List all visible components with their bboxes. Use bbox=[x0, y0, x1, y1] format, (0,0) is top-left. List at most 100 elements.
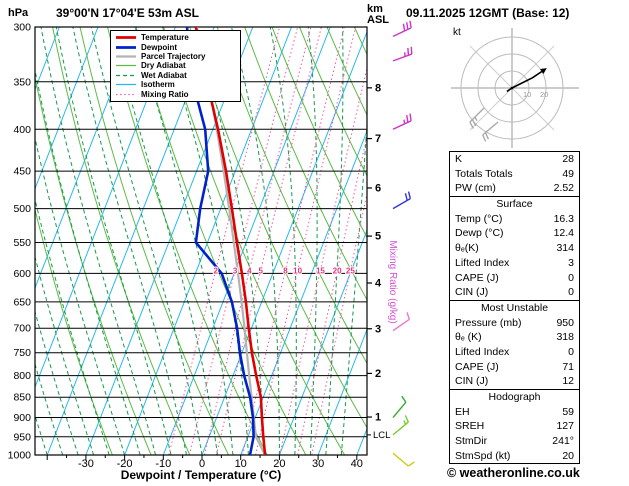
index-label: CIN (J) bbox=[455, 375, 489, 388]
wind-barb bbox=[482, 121, 499, 142]
index-row: Pressure (mb) 950 bbox=[450, 316, 579, 331]
legend-line-sample bbox=[116, 93, 136, 95]
isotherm-line bbox=[201, 30, 367, 455]
indices-section: Hodograph EH 59 SREH 127 StmDir 241° StmSpd (kt… bbox=[450, 389, 579, 463]
index-value: 2.52 bbox=[553, 182, 574, 195]
plot-border bbox=[34, 26, 368, 456]
index-row: CAPE (J) 71 bbox=[450, 360, 579, 375]
km-tick-label: 5 bbox=[375, 231, 381, 243]
x-axis-title: Dewpoint / Temperature (°C) bbox=[120, 468, 282, 482]
temperature-tick-label: 30 bbox=[312, 458, 324, 470]
index-row: Temp (°C) 16.3 bbox=[450, 212, 579, 227]
temperature-tick-label: 0 bbox=[199, 458, 205, 470]
index-label: CIN (J) bbox=[455, 286, 489, 299]
index-label: Totals Totals bbox=[455, 167, 513, 180]
pressure-tick-label: 750 bbox=[13, 347, 31, 359]
hodograph-ring bbox=[460, 36, 564, 140]
km-tick-label: 1 bbox=[375, 412, 381, 424]
km-tick-label: 3 bbox=[375, 323, 381, 335]
wet-adiabat-line bbox=[307, 27, 318, 455]
temperature-tick-label: 10 bbox=[235, 458, 247, 470]
index-row: StmSpd (kt) 20 bbox=[450, 449, 579, 464]
mixing-ratio-axis-label: Mixing Ratio (g/kg) bbox=[387, 240, 398, 323]
isotherm-line bbox=[35, 27, 138, 290]
km-tick-label: 4 bbox=[375, 277, 382, 289]
legend-item-label: Mixing Ratio bbox=[141, 89, 189, 99]
wet-adiabat-line bbox=[72, 27, 187, 455]
wet-adiabat-line bbox=[35, 135, 126, 455]
index-label: PW (cm) bbox=[455, 182, 496, 195]
index-row: StmDir 241° bbox=[450, 434, 579, 449]
wind-barb bbox=[392, 191, 411, 210]
indices-section: K 28 Totals Totals 49 PW (cm) 2.52 bbox=[450, 152, 579, 196]
index-value: 16.3 bbox=[553, 212, 574, 225]
legend-line-sample bbox=[116, 55, 136, 58]
pressure-axis-unit: hPa bbox=[8, 7, 29, 19]
index-label: Temp (°C) bbox=[455, 212, 503, 225]
wind-barb bbox=[469, 107, 485, 129]
hodograph-unit-label: kt bbox=[453, 27, 461, 38]
wind-barb bbox=[392, 395, 407, 418]
wet-adiabat-line bbox=[325, 27, 344, 455]
index-value: 0 bbox=[568, 286, 574, 299]
legend-item-label: Temperature bbox=[141, 33, 189, 43]
hodograph-arrowhead bbox=[540, 68, 547, 74]
index-value: 20 bbox=[562, 449, 574, 462]
index-value: 12.4 bbox=[553, 227, 574, 240]
index-value: 314 bbox=[556, 242, 574, 255]
wind-barb bbox=[392, 46, 413, 62]
indices-section-header: Hodograph bbox=[488, 391, 541, 403]
index-value: 12 bbox=[562, 375, 574, 388]
index-label: Pressure (mb) bbox=[455, 316, 522, 329]
isotherm-line bbox=[162, 27, 331, 455]
temperature-tick-label: -30 bbox=[78, 458, 94, 470]
mixing-ratio-value-label: 8 bbox=[283, 266, 288, 275]
index-label: Lifted Index bbox=[455, 256, 510, 269]
temperature-tick-label: 20 bbox=[273, 458, 285, 470]
pressure-tick-label: 400 bbox=[13, 124, 31, 136]
isotherm-line bbox=[240, 129, 367, 455]
index-label: CAPE (J) bbox=[455, 271, 499, 284]
index-row: CAPE (J) 0 bbox=[450, 271, 579, 286]
lcl-label: LCL bbox=[373, 430, 390, 441]
dewpoint-curve bbox=[185, 27, 255, 455]
index-row: Dewp (°C) 12.4 bbox=[450, 226, 579, 241]
wind-barb bbox=[392, 452, 415, 467]
index-label: StmDir bbox=[455, 435, 488, 448]
mixing-ratio-line bbox=[203, 27, 312, 455]
legend-item: Isotherm bbox=[115, 80, 236, 89]
km-tick-label: 8 bbox=[375, 82, 381, 94]
asl-unit: ASL bbox=[367, 14, 389, 26]
index-row: θₑ(K) 314 bbox=[450, 241, 579, 256]
index-value: 950 bbox=[556, 316, 574, 329]
pressure-tick-label: 850 bbox=[13, 392, 31, 404]
pressure-tick-label: 700 bbox=[13, 323, 31, 335]
index-row: PW (cm) 2.52 bbox=[450, 181, 579, 196]
index-label: Dewp (°C) bbox=[455, 227, 504, 240]
index-label: θₑ(K) bbox=[455, 242, 479, 255]
indices-section: Surface Temp (°C) 16.3 Dewp (°C) 12.4 θₑ(K) 31… bbox=[450, 196, 579, 300]
temperature-curve bbox=[194, 27, 267, 455]
wind-barb bbox=[392, 415, 409, 436]
temperature-tick-label: 40 bbox=[351, 458, 363, 470]
legend-item: Wet Adiabat bbox=[115, 71, 236, 80]
temperature-tick-label: -10 bbox=[155, 458, 171, 470]
legend-item: Dry Adiabat bbox=[115, 61, 236, 70]
pressure-tick-label: 650 bbox=[13, 296, 31, 308]
indices-section-header: Surface bbox=[496, 198, 533, 211]
index-value: 127 bbox=[556, 420, 574, 433]
index-label: SREH bbox=[455, 420, 485, 433]
isotherm-line bbox=[35, 27, 99, 190]
mixing-ratio-value-label: 2 bbox=[213, 266, 218, 275]
datetime-label: 09.11.2025 12GMT (Base: 12) bbox=[406, 6, 570, 20]
index-label: EH bbox=[455, 405, 470, 418]
km-tick-label: 2 bbox=[375, 368, 381, 380]
index-label: K bbox=[455, 153, 463, 165]
index-value: 241° bbox=[552, 435, 574, 448]
dry-adiabat-line bbox=[299, 27, 367, 177]
dry-adiabat-line bbox=[244, 27, 367, 301]
sounding-curves-layer bbox=[185, 27, 267, 455]
index-row: CIN (J) 12 bbox=[450, 374, 579, 389]
